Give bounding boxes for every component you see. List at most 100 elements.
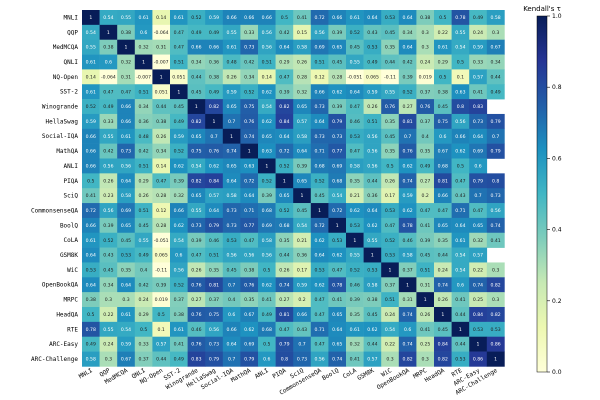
- heatmap-cell: [416, 247, 435, 263]
- cell-value-label: 0.45: [385, 134, 395, 140]
- cell-value-label: 0.38: [209, 74, 219, 80]
- cell-value-label: 0.45: [138, 223, 148, 229]
- heatmap-cell: [381, 292, 400, 308]
- cell-value-label: 0.47: [279, 327, 289, 333]
- heatmap-cell: [469, 39, 488, 55]
- cell-value-label: 0.66: [226, 327, 236, 333]
- cell-value-label: 0.1: [457, 74, 464, 80]
- cell-value-label: 0.66: [191, 45, 201, 51]
- cell-value-label: 0.56: [244, 253, 254, 259]
- heatmap-cell: [152, 158, 171, 174]
- cell-value-label: 0.6: [404, 327, 411, 333]
- cell-value-label: 0.37: [420, 119, 430, 125]
- cell-value-label: 0.45: [103, 267, 113, 273]
- heatmap-cell: [134, 113, 153, 130]
- heatmap-cell: [310, 69, 329, 85]
- cell-value-label: 0.76: [402, 149, 412, 155]
- cell-value-label: 0.71: [314, 327, 324, 333]
- heatmap-cell: [416, 173, 435, 189]
- cell-value-label: 0.82: [490, 312, 500, 318]
- cell-value-label: 0.26: [385, 178, 395, 184]
- cell-value-label: 0.79: [473, 178, 483, 184]
- cell-value-label: 0.55: [191, 208, 201, 214]
- cell-value-label: 0.14: [156, 164, 166, 170]
- cell-value-label: 0.56: [455, 119, 465, 125]
- cell-value-label: 0.35: [244, 297, 254, 303]
- y-tick-label: MedMCQA: [53, 44, 79, 51]
- cell-value-label: 0.29: [438, 60, 448, 66]
- heatmap-cell: [363, 232, 382, 248]
- heatmap-cell: [205, 262, 224, 278]
- cell-value-label: 0.64: [279, 134, 289, 140]
- cell-value-label: 0.58: [350, 164, 360, 170]
- cell-value-label: 0.52: [174, 149, 184, 155]
- heatmap-cell: [434, 39, 452, 55]
- heatmap-cell: [293, 307, 312, 323]
- heatmap-cell: [469, 84, 488, 100]
- cell-value-label: 0.42: [279, 30, 289, 36]
- cell-value-label: 0.019: [419, 74, 432, 80]
- heatmap-cell: [416, 39, 435, 55]
- heatmap-cell: [258, 232, 276, 248]
- heatmap-cell: [398, 262, 417, 278]
- cell-value-label: 0.54: [121, 327, 131, 333]
- heatmap-cell: [222, 173, 241, 189]
- heatmap-cell: [310, 351, 329, 367]
- cell-value-label: 0.45: [314, 193, 324, 199]
- cell-value-label: 0.38: [86, 297, 96, 303]
- heatmap-cell: [381, 173, 400, 189]
- heatmap-cell: [346, 99, 364, 115]
- heatmap-cell: [117, 336, 136, 352]
- heatmap-cell: [363, 321, 382, 337]
- cell-value-label: 0.44: [191, 74, 201, 80]
- cell-value-label: 0.38: [174, 312, 184, 318]
- heatmap-cell: [258, 203, 276, 219]
- cell-value-label: 0.72: [86, 208, 96, 214]
- cell-value-label: 0.52: [86, 104, 96, 110]
- cell-value-label: 0.47: [156, 178, 166, 184]
- cell-value-label: 0.74: [279, 282, 289, 288]
- heatmap-cell: [451, 232, 470, 248]
- heatmap-cell: [398, 84, 417, 100]
- heatmap-cell: [398, 307, 417, 323]
- heatmap-cell: [117, 54, 136, 70]
- cell-value-label: 0.37: [420, 89, 430, 95]
- heatmap-cell: [258, 351, 276, 367]
- x-tick-label: RTE: [451, 367, 464, 379]
- cell-value-label: 0.35: [438, 238, 448, 244]
- cell-value-label: -0.11: [155, 267, 167, 273]
- cell-value-label: 0.76: [191, 312, 201, 318]
- heatmap-cell: [99, 351, 118, 367]
- heatmap-cell: [82, 128, 100, 144]
- cell-value-label: 0.81: [209, 282, 219, 288]
- cell-value-label: 0.5: [87, 312, 94, 318]
- heatmap-cell: [346, 158, 364, 174]
- heatmap-cell: [82, 24, 100, 40]
- heatmap-cell: [117, 292, 136, 308]
- cell-value-label: 0.65: [438, 223, 448, 229]
- heatmap-cell: [99, 217, 118, 234]
- cell-value-label: 0.12: [156, 208, 166, 214]
- heatmap-cell: [82, 232, 100, 248]
- cell-value-label: 0.41: [174, 342, 184, 348]
- cell-value-label: 0.8: [492, 178, 499, 184]
- cell-value-label: 0.54: [332, 193, 342, 199]
- colorbar-title: Kendall's τ: [523, 5, 561, 13]
- heatmap-cell: [258, 292, 276, 308]
- heatmap-cell: [434, 10, 452, 26]
- heatmap-cell: [469, 351, 488, 367]
- cell-value-label: 0.28: [332, 74, 342, 80]
- cell-value-label: 0.47: [385, 223, 395, 229]
- cell-value-label: 0.82: [191, 119, 201, 125]
- heatmap-cell: [222, 10, 241, 26]
- cell-value-label: 0.6: [474, 164, 481, 170]
- heatmap-cell: [170, 158, 188, 174]
- cell-value-label: 0.51: [138, 208, 148, 214]
- heatmap-cell: [293, 39, 312, 55]
- heatmap-cell: [363, 277, 382, 293]
- heatmap-cell: [187, 232, 206, 248]
- heatmap-cell: [328, 203, 347, 219]
- cell-value-label: 0.7: [474, 193, 481, 199]
- cell-value-label: 0.61: [226, 45, 236, 51]
- cell-value-label: 0.5: [386, 164, 393, 170]
